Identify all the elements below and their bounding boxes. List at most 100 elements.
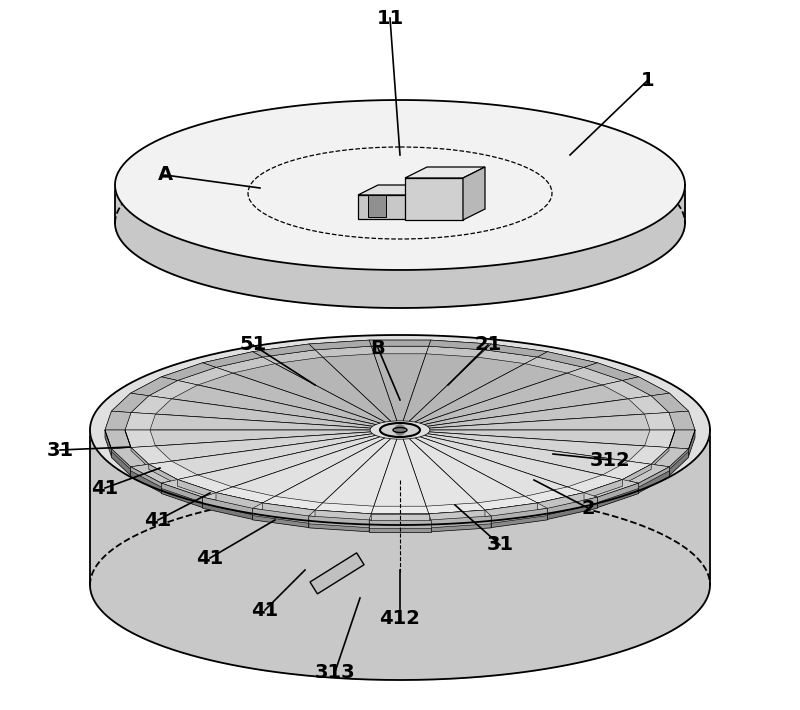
Text: 31: 31 xyxy=(46,440,74,459)
Polygon shape xyxy=(149,381,198,399)
Polygon shape xyxy=(369,439,431,520)
Polygon shape xyxy=(358,195,446,219)
Polygon shape xyxy=(369,340,431,346)
Polygon shape xyxy=(130,466,162,493)
Polygon shape xyxy=(645,430,675,447)
Polygon shape xyxy=(149,464,178,484)
Polygon shape xyxy=(130,466,162,487)
Polygon shape xyxy=(369,340,431,421)
Text: 11: 11 xyxy=(376,9,404,28)
Text: 412: 412 xyxy=(379,608,421,628)
Polygon shape xyxy=(216,357,275,373)
Polygon shape xyxy=(584,363,638,381)
Polygon shape xyxy=(426,346,485,357)
Polygon shape xyxy=(162,479,216,497)
Ellipse shape xyxy=(380,423,420,437)
Polygon shape xyxy=(105,411,131,430)
Polygon shape xyxy=(429,510,491,520)
Polygon shape xyxy=(670,449,689,469)
Polygon shape xyxy=(371,346,429,354)
Polygon shape xyxy=(202,493,262,508)
Polygon shape xyxy=(216,487,275,503)
Polygon shape xyxy=(130,464,178,483)
Polygon shape xyxy=(111,432,373,466)
Polygon shape xyxy=(90,430,710,680)
Polygon shape xyxy=(371,506,429,514)
Text: 31: 31 xyxy=(486,535,514,555)
Polygon shape xyxy=(371,514,429,524)
Polygon shape xyxy=(651,393,689,413)
Polygon shape xyxy=(309,516,369,532)
Polygon shape xyxy=(622,464,651,484)
Polygon shape xyxy=(485,503,538,519)
Text: 41: 41 xyxy=(91,479,118,498)
Polygon shape xyxy=(689,430,695,449)
Text: 313: 313 xyxy=(314,662,355,682)
Polygon shape xyxy=(162,483,202,503)
Polygon shape xyxy=(178,367,233,385)
Polygon shape xyxy=(427,393,689,428)
Polygon shape xyxy=(628,446,669,464)
Polygon shape xyxy=(567,475,622,493)
Polygon shape xyxy=(253,344,315,357)
Polygon shape xyxy=(584,479,638,497)
Polygon shape xyxy=(202,497,253,520)
Polygon shape xyxy=(315,346,374,357)
Polygon shape xyxy=(125,430,155,447)
Polygon shape xyxy=(669,430,695,449)
Polygon shape xyxy=(309,340,397,421)
Polygon shape xyxy=(602,381,651,399)
Polygon shape xyxy=(105,430,370,449)
Polygon shape xyxy=(310,553,364,594)
Polygon shape xyxy=(111,447,149,466)
Polygon shape xyxy=(628,395,669,414)
Polygon shape xyxy=(424,434,670,483)
Polygon shape xyxy=(202,351,262,367)
Polygon shape xyxy=(431,516,491,528)
Text: 51: 51 xyxy=(239,336,266,354)
Polygon shape xyxy=(131,395,172,414)
Polygon shape xyxy=(538,351,598,367)
Polygon shape xyxy=(538,493,584,511)
Polygon shape xyxy=(253,344,390,422)
Polygon shape xyxy=(111,393,373,428)
Polygon shape xyxy=(403,439,491,520)
Polygon shape xyxy=(131,446,172,464)
Text: 41: 41 xyxy=(196,549,224,567)
Polygon shape xyxy=(130,434,376,483)
Polygon shape xyxy=(410,438,547,516)
Polygon shape xyxy=(410,344,547,422)
Polygon shape xyxy=(538,493,598,508)
Polygon shape xyxy=(485,503,547,516)
Polygon shape xyxy=(622,464,670,483)
Polygon shape xyxy=(525,487,584,503)
Polygon shape xyxy=(178,479,216,499)
Polygon shape xyxy=(253,438,390,516)
Polygon shape xyxy=(130,377,376,426)
Polygon shape xyxy=(358,185,466,195)
Text: 2: 2 xyxy=(581,498,595,518)
Polygon shape xyxy=(131,447,149,467)
Polygon shape xyxy=(216,493,262,511)
Polygon shape xyxy=(689,430,695,457)
Polygon shape xyxy=(403,340,491,421)
Polygon shape xyxy=(262,496,322,510)
Text: 41: 41 xyxy=(144,510,172,530)
Polygon shape xyxy=(115,185,685,308)
Polygon shape xyxy=(90,335,710,525)
Polygon shape xyxy=(525,357,584,373)
Polygon shape xyxy=(369,520,431,532)
Polygon shape xyxy=(547,497,598,520)
Polygon shape xyxy=(162,363,380,425)
Polygon shape xyxy=(598,483,638,508)
Polygon shape xyxy=(105,430,111,457)
Polygon shape xyxy=(415,351,598,423)
Text: 1: 1 xyxy=(641,70,655,89)
Polygon shape xyxy=(309,439,397,520)
Polygon shape xyxy=(431,516,491,532)
Polygon shape xyxy=(253,508,309,523)
Polygon shape xyxy=(162,435,380,497)
Polygon shape xyxy=(105,430,111,449)
Polygon shape xyxy=(446,185,466,219)
Polygon shape xyxy=(369,514,431,520)
